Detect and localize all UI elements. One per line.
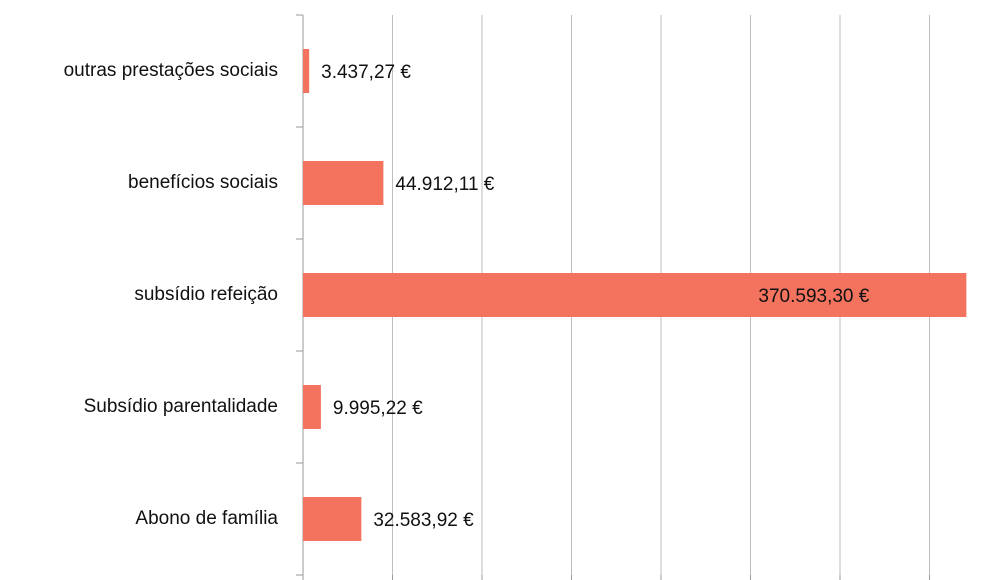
data-label: 32.583,92 € xyxy=(373,510,474,531)
data-label: 370.593,30 € xyxy=(758,286,869,307)
bar xyxy=(303,161,384,205)
bar xyxy=(303,385,321,429)
y-tick-label: benefícios sociais xyxy=(128,172,278,193)
y-tick-label: Subsídio parentalidade xyxy=(84,396,278,417)
y-tick-label: subsídio refeição xyxy=(134,284,278,305)
bar xyxy=(303,497,362,541)
data-label: 44.912,11 € xyxy=(395,174,494,195)
bar xyxy=(303,273,967,317)
data-label: 9.995,22 € xyxy=(333,398,423,419)
data-label: 3.437,27 € xyxy=(321,62,411,83)
bar xyxy=(303,49,310,93)
y-tick-label: Abono de família xyxy=(135,508,278,529)
y-tick-label: outras prestações sociais xyxy=(64,60,278,81)
